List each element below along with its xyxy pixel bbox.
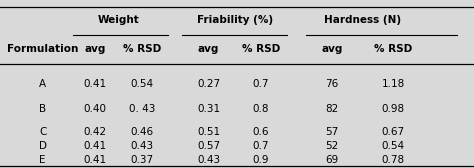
Text: 0.41: 0.41 [83,79,106,89]
Text: Hardness (N): Hardness (N) [324,15,401,25]
Text: 0.43: 0.43 [197,155,220,165]
Text: % RSD: % RSD [242,44,280,54]
Text: 0.27: 0.27 [197,79,220,89]
Text: 0.46: 0.46 [131,127,154,137]
Text: 57: 57 [325,127,338,137]
Text: 0.7: 0.7 [253,79,269,89]
Text: 69: 69 [325,155,338,165]
Text: 0.8: 0.8 [253,104,269,114]
Text: 0.78: 0.78 [382,155,405,165]
Text: 0.42: 0.42 [83,127,106,137]
Text: 0. 43: 0. 43 [129,104,155,114]
Text: 0.41: 0.41 [83,155,106,165]
Text: 0.54: 0.54 [382,141,405,151]
Text: Formulation: Formulation [7,44,78,54]
Text: 0.6: 0.6 [253,127,269,137]
Text: 0.57: 0.57 [197,141,220,151]
Text: 52: 52 [325,141,338,151]
Text: % RSD: % RSD [123,44,161,54]
Text: 0.9: 0.9 [253,155,269,165]
Text: avg: avg [198,44,219,54]
Text: % RSD: % RSD [374,44,412,54]
Text: avg: avg [321,44,343,54]
Text: 0.54: 0.54 [131,79,154,89]
Text: B: B [39,104,46,114]
Text: 0.51: 0.51 [197,127,220,137]
Text: E: E [39,155,46,165]
Text: 0.31: 0.31 [197,104,220,114]
Text: A: A [39,79,46,89]
Text: 0.98: 0.98 [382,104,405,114]
Text: 1.18: 1.18 [382,79,405,89]
Text: 0.40: 0.40 [83,104,106,114]
Text: Weight: Weight [98,15,139,25]
Text: 76: 76 [325,79,338,89]
Text: 0.41: 0.41 [83,141,106,151]
Text: 0.7: 0.7 [253,141,269,151]
Text: Friability (%): Friability (%) [197,15,273,25]
Text: 82: 82 [325,104,338,114]
Text: 0.67: 0.67 [382,127,405,137]
Text: 0.43: 0.43 [131,141,154,151]
Text: C: C [39,127,46,137]
Text: 0.37: 0.37 [131,155,154,165]
Text: D: D [39,141,46,151]
Text: avg: avg [84,44,106,54]
